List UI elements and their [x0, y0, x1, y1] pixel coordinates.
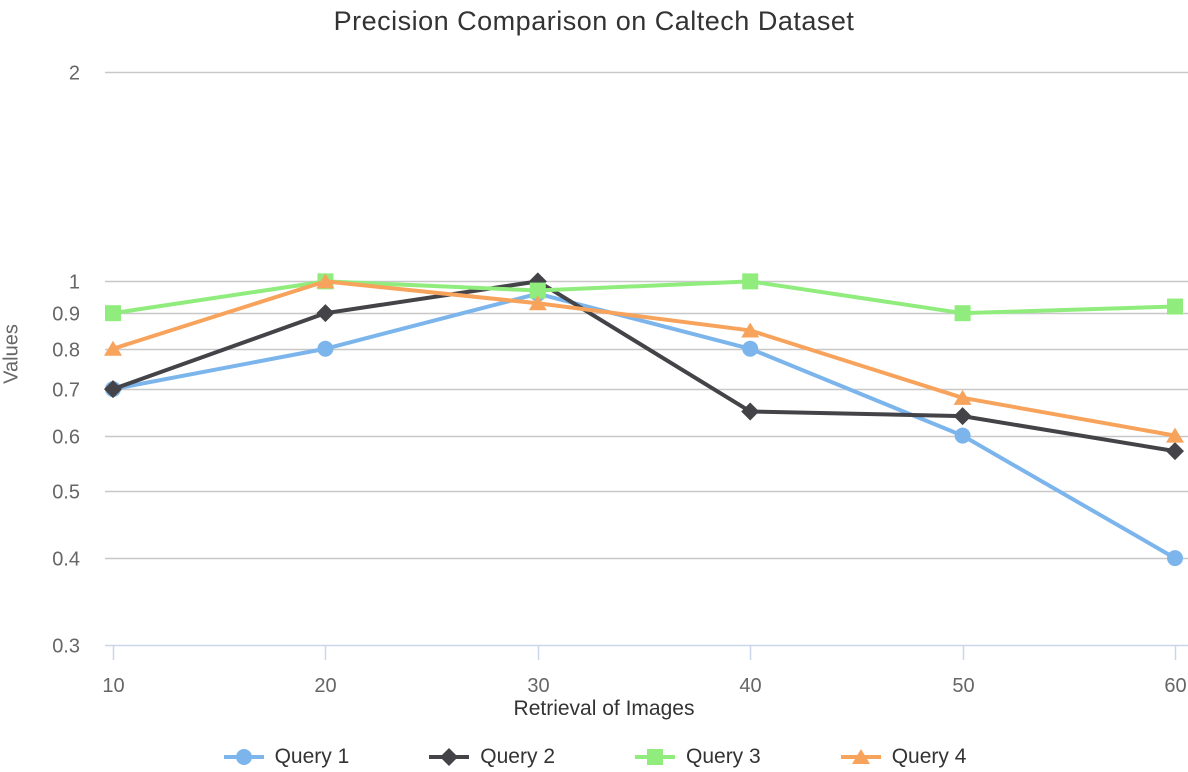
data-point-marker[interactable] — [742, 273, 759, 290]
x-tick-label: 20 — [314, 675, 336, 697]
data-point-marker[interactable] — [528, 295, 547, 311]
x-tick-label: 50 — [952, 675, 974, 697]
chart-title: Precision Comparison on Caltech Dataset — [333, 6, 855, 36]
data-point-marker[interactable] — [105, 305, 121, 322]
data-point-marker[interactable] — [529, 282, 546, 299]
legend-marker-diamond-icon — [429, 748, 470, 766]
legend-marker-shape — [851, 749, 870, 764]
x-tick-label: 60 — [1164, 675, 1186, 697]
legend-label: Query 2 — [480, 745, 555, 768]
x-tick-label: 10 — [102, 675, 124, 697]
legend-label: Query 1 — [274, 745, 350, 768]
x-axis: 10 20 30 40 50 60 — [102, 644, 1188, 697]
data-point-marker[interactable] — [954, 427, 971, 444]
y-tick-label: 0.5 — [52, 482, 80, 504]
series-line-query-1 — [111, 291, 1177, 561]
y-tick-label: 0.6 — [52, 427, 80, 449]
legend-marker-shape — [647, 749, 663, 765]
data-point-marker[interactable] — [1167, 550, 1183, 567]
legend-marker-square-icon — [635, 749, 675, 765]
legend-marker-shape — [235, 749, 252, 765]
data-point-marker[interactable] — [954, 305, 971, 322]
data-point-marker[interactable] — [953, 407, 972, 426]
y-tick-label: 2 — [69, 63, 80, 85]
series-query-3[interactable] — [105, 273, 1183, 322]
legend-marker-triangle-icon — [840, 749, 881, 764]
gridlines: 2 1 0.9 0.8 0.7 0.6 0.5 0.4 0.3 — [52, 63, 1188, 658]
x-tick-label: 40 — [739, 675, 761, 697]
data-point-marker[interactable] — [317, 340, 334, 357]
x-axis-title: Retrieval of Images — [513, 697, 695, 720]
legend-marker-shape — [440, 748, 459, 766]
legend: Query 1 Query 2 Query 3 Query 4 — [0, 744, 1188, 770]
data-point-marker[interactable] — [953, 389, 972, 405]
data-point-marker[interactable] — [316, 273, 335, 289]
y-tick-label: 1 — [69, 272, 80, 294]
data-point-marker[interactable] — [104, 380, 122, 399]
series-query-4[interactable] — [104, 273, 1184, 443]
data-point-marker[interactable] — [741, 322, 760, 338]
y-tick-label: 0.8 — [52, 340, 80, 362]
data-point-marker[interactable] — [742, 340, 759, 357]
series-line-query-3 — [111, 279, 1177, 316]
legend-item-query-1[interactable]: Query 1 — [222, 744, 350, 770]
y-tick-label: 0.3 — [52, 636, 80, 658]
legend-item-query-2[interactable]: Query 2 — [427, 744, 555, 770]
legend-item-query-4[interactable]: Query 4 — [839, 744, 967, 770]
data-point-marker[interactable] — [1167, 298, 1183, 315]
x-tick-label: 30 — [527, 675, 549, 697]
legend-label: Query 4 — [891, 745, 967, 768]
series-query-2[interactable] — [104, 272, 1184, 461]
y-tick-label: 0.7 — [52, 380, 80, 402]
data-point-marker[interactable] — [1166, 442, 1184, 461]
series-line-query-4 — [111, 279, 1177, 438]
y-tick-label: 0.4 — [52, 549, 80, 571]
data-point-marker[interactable] — [316, 304, 335, 323]
data-point-marker[interactable] — [1166, 427, 1184, 443]
legend-label: Query 3 — [686, 745, 761, 768]
data-point-marker[interactable] — [104, 340, 122, 356]
legend-item-query-3[interactable]: Query 3 — [633, 744, 761, 770]
y-tick-label: 0.9 — [52, 304, 80, 326]
data-point-marker[interactable] — [741, 402, 760, 421]
legend-marker-circle-icon — [223, 749, 264, 765]
series-line-query-2 — [111, 279, 1177, 454]
